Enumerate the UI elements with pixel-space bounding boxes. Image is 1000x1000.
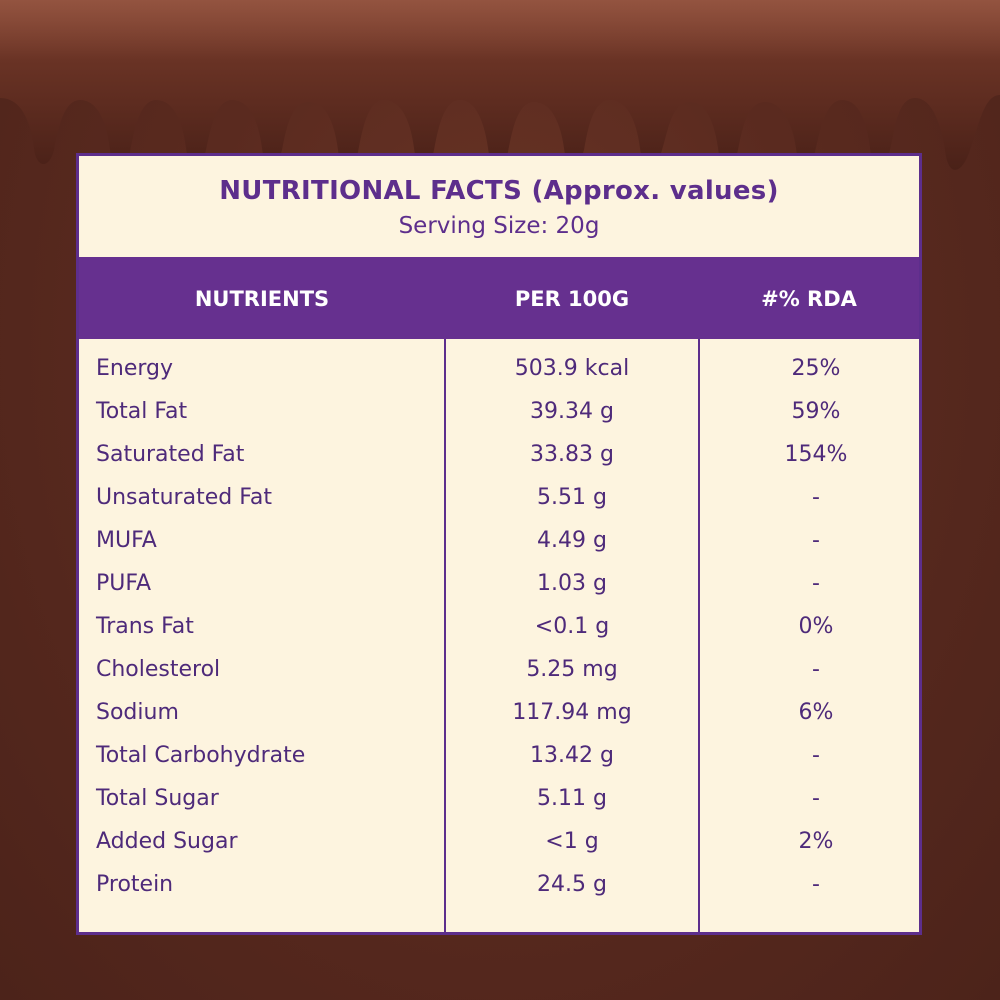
table-row: Protein 24.5 g - — [79, 863, 919, 906]
nutrient-value: 24.5 g — [537, 872, 607, 897]
nutrient-value: 5.11 g — [537, 786, 607, 811]
table-row: Sodium 117.94 mg 6% — [79, 691, 919, 734]
nutrient-value: <1 g — [545, 829, 599, 854]
table-row: Total Sugar 5.11 g - — [79, 777, 919, 820]
nutrient-name: Trans Fat — [96, 614, 194, 639]
nutrient-name: PUFA — [96, 571, 152, 596]
nutrient-name: Total Fat — [96, 399, 188, 424]
table-header-row: NUTRIENTS PER 100G #% RDA — [79, 257, 919, 339]
nutrient-name: MUFA — [96, 528, 157, 553]
nutrient-rda: - — [812, 786, 820, 811]
nutrient-rda: 0% — [798, 614, 834, 639]
table-row: MUFA 4.49 g - — [79, 519, 919, 562]
nutrient-rda: 6% — [798, 700, 834, 725]
nutrient-rda: 154% — [784, 442, 848, 467]
nutrient-value: 117.94 mg — [512, 700, 632, 725]
column-divider — [444, 339, 446, 935]
column-divider — [698, 339, 700, 935]
nutrition-facts-panel: NUTRITIONAL FACTS (Approx. values) Servi… — [76, 153, 922, 935]
nutrient-rda: 59% — [791, 399, 841, 424]
column-header-rda: #% RDA — [761, 287, 857, 311]
nutrient-name: Saturated Fat — [96, 442, 245, 467]
nutrient-value: <0.1 g — [534, 614, 610, 639]
nutrient-rda: - — [812, 485, 820, 510]
nutrient-value: 39.34 g — [530, 399, 614, 424]
nutrient-name: Protein — [96, 872, 174, 897]
nutrient-name: Added Sugar — [96, 829, 238, 854]
nutrient-rda: 25% — [791, 356, 841, 381]
nutrient-value: 4.49 g — [537, 528, 607, 553]
nutrient-value: 503.9 kcal — [514, 356, 630, 381]
panel-heading: NUTRITIONAL FACTS (Approx. values) Servi… — [79, 156, 919, 256]
table-row: Cholesterol 5.25 mg - — [79, 648, 919, 691]
nutrient-name: Cholesterol — [96, 657, 221, 682]
nutrient-rda: 2% — [798, 829, 834, 854]
table-row: Total Fat 39.34 g 59% — [79, 390, 919, 433]
nutrient-rda: - — [812, 657, 820, 682]
nutrient-value: 1.03 g — [537, 571, 607, 596]
nutrient-value: 5.51 g — [537, 485, 607, 510]
nutrient-value: 13.42 g — [530, 743, 614, 768]
table-row: Added Sugar <1 g 2% — [79, 820, 919, 863]
nutrient-rda: - — [812, 872, 820, 897]
table-row: Saturated Fat 33.83 g 154% — [79, 433, 919, 476]
nutrient-name: Total Sugar — [96, 786, 219, 811]
nutrient-rda: - — [812, 571, 820, 596]
table-row: Unsaturated Fat 5.51 g - — [79, 476, 919, 519]
nutrient-name: Energy — [96, 356, 174, 381]
table-row: Total Carbohydrate 13.42 g - — [79, 734, 919, 777]
nutrient-value: 5.25 mg — [526, 657, 618, 682]
nutrient-name: Sodium — [96, 700, 179, 725]
panel-title: NUTRITIONAL FACTS (Approx. values) — [219, 176, 779, 206]
nutrient-value: 33.83 g — [530, 442, 614, 467]
column-header-nutrients: NUTRIENTS — [194, 287, 330, 311]
nutrient-rda: - — [812, 743, 820, 768]
nutrient-rda: - — [812, 528, 820, 553]
table-row: PUFA 1.03 g - — [79, 562, 919, 605]
serving-size: Serving Size: 20g — [398, 213, 600, 239]
nutrient-name: Total Carbohydrate — [96, 743, 306, 768]
table-row: Energy 503.9 kcal 25% — [79, 347, 919, 390]
table-row: Trans Fat <0.1 g 0% — [79, 605, 919, 648]
column-header-per-100g: PER 100G — [514, 287, 630, 311]
nutrient-name: Unsaturated Fat — [96, 485, 272, 510]
